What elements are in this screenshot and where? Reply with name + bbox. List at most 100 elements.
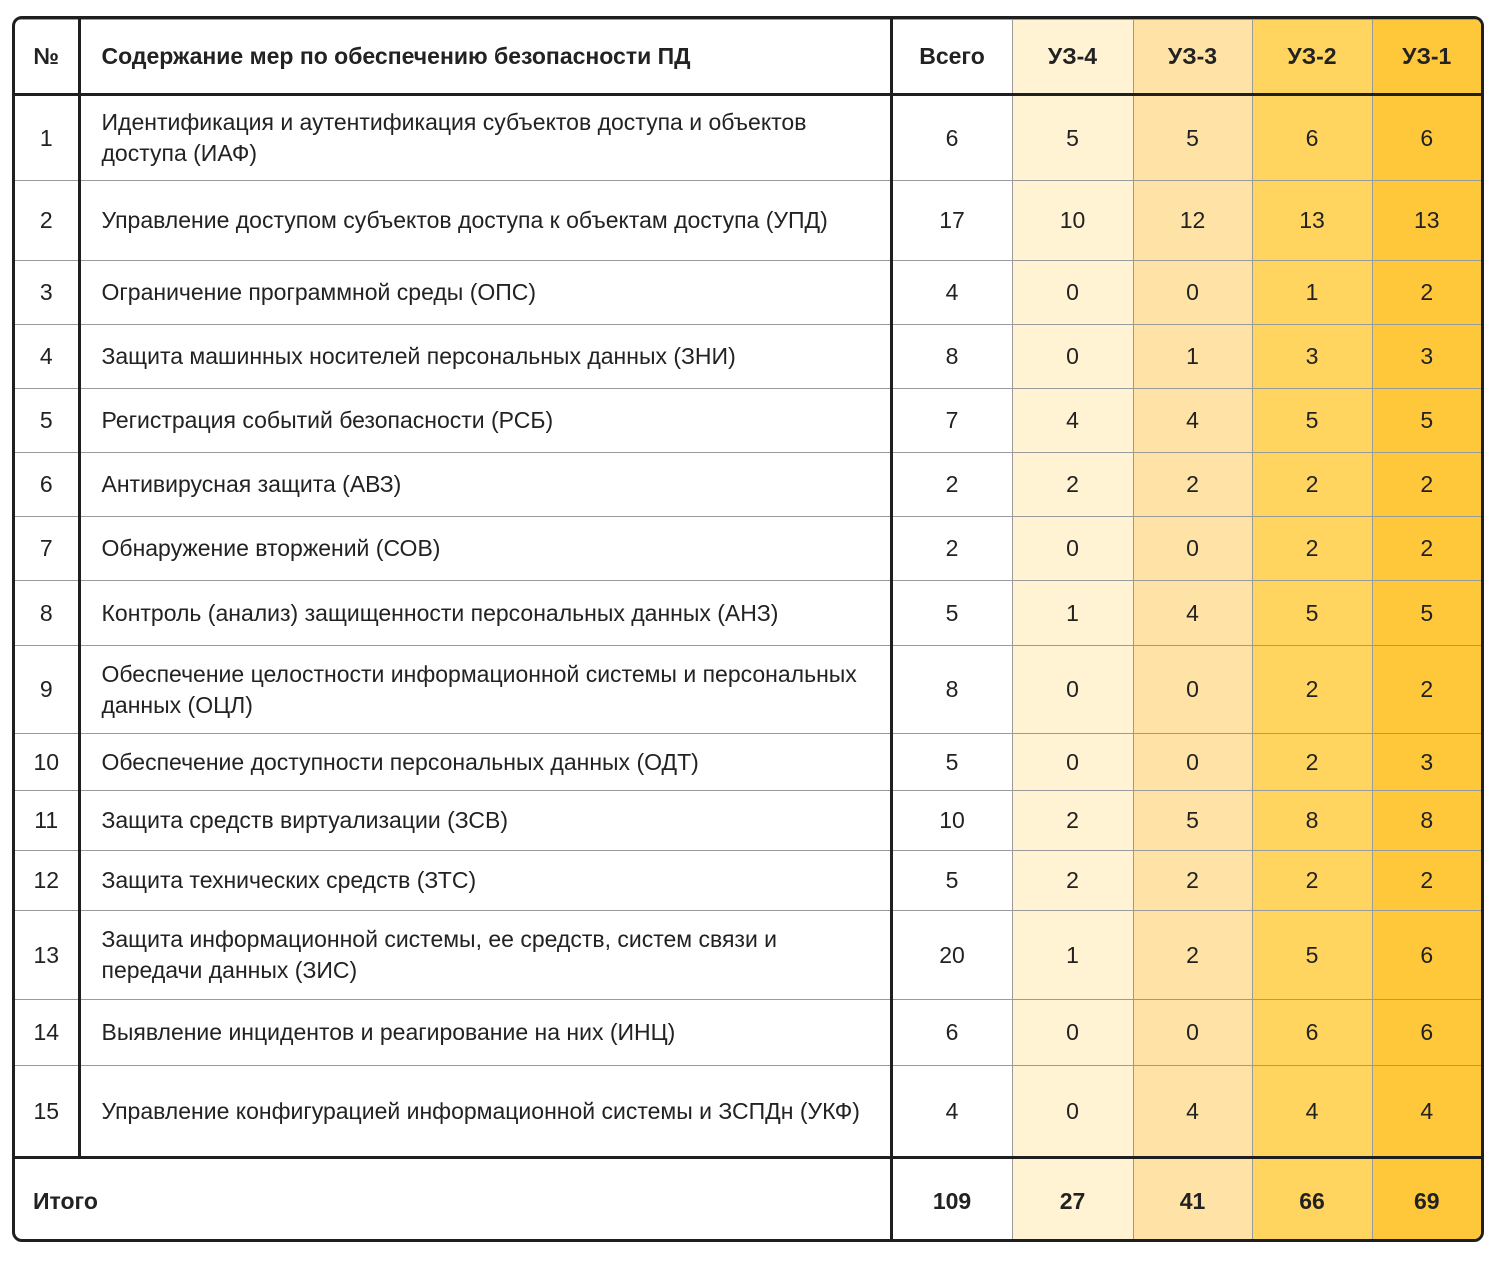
row-number: 1 [15,94,80,181]
row-number: 3 [15,260,80,325]
table-row: 12 Защита технических средств (ЗТС) 5 2 2 2 2 [15,850,1481,911]
header-total: Всего [889,19,1013,96]
row-content: Управление конфигурацией информационной … [77,1065,892,1158]
row-level: 8 [1251,790,1373,851]
row-total: 5 [889,850,1013,911]
measures-table: № Содержание мер по обеспечению безопасно… [15,19,1481,1239]
row-content: Обеспечение целостности информационной с… [77,645,892,734]
row-number: 7 [15,516,80,581]
row-content: Защита технических средств (ЗТС) [77,850,892,911]
row-number: 2 [15,180,80,261]
header-level: УЗ-2 [1251,19,1373,96]
row-total: 17 [889,180,1013,261]
table-row: 4 Защита машинных носителей персональных … [15,324,1481,389]
row-level: 2 [1132,910,1253,1000]
row-level: 3 [1371,324,1481,389]
row-content: Идентификация и аутентификация субъектов… [77,94,892,181]
row-level: 2 [1251,645,1373,734]
row-level: 13 [1371,180,1481,261]
row-content: Защита машинных носителей персональных д… [77,324,892,389]
row-number: 11 [15,790,80,851]
table-row: 10 Обеспечение доступности персональных д… [15,733,1481,791]
row-level: 5 [1251,910,1373,1000]
table-frame: № Содержание мер по обеспечению безопасно… [12,16,1484,1242]
table-row: Итого 109 27 41 66 69 [15,1156,1481,1239]
row-level: 6 [1371,94,1481,181]
row-level: 2 [1371,452,1481,517]
row-level: 0 [1132,516,1253,581]
row-content: Регистрация событий безопасности (РСБ) [77,388,892,453]
row-level: 4 [1132,1065,1253,1158]
row-total: 8 [889,324,1013,389]
table-row: 14 Выявление инцидентов и реагирование на… [15,999,1481,1066]
row-total: 20 [889,910,1013,1000]
header-level: УЗ-1 [1371,19,1481,96]
row-level: 2 [1011,452,1134,517]
row-level: 4 [1132,388,1253,453]
row-level: 6 [1371,910,1481,1000]
row-level: 2 [1371,645,1481,734]
row-level: 2 [1132,850,1253,911]
header-level: УЗ-4 [1011,19,1134,96]
row-content: Антивирусная защита (АВЗ) [77,452,892,517]
row-content: Контроль (анализ) защищенности персональ… [77,580,892,646]
row-level: 0 [1011,645,1134,734]
summary-level: 41 [1132,1156,1253,1239]
summary-label: Итого [15,1156,892,1239]
summary-total: 109 [889,1156,1013,1239]
row-level: 4 [1011,388,1134,453]
row-total: 5 [889,733,1013,791]
row-level: 4 [1132,580,1253,646]
header-level: УЗ-3 [1132,19,1253,96]
table-row: 1 Идентификация и аутентификация субъекто… [15,94,1481,181]
row-level: 10 [1011,180,1134,261]
row-level: 2 [1251,452,1373,517]
row-total: 7 [889,388,1013,453]
row-level: 5 [1011,94,1134,181]
row-content: Защита информационной системы, ее средст… [77,910,892,1000]
row-level: 0 [1011,1065,1134,1158]
row-level: 6 [1251,999,1373,1066]
row-level: 12 [1132,180,1253,261]
summary-level: 27 [1011,1156,1134,1239]
table-row: 8 Контроль (анализ) защищенности персонал… [15,580,1481,646]
row-number: 14 [15,999,80,1066]
row-number: 13 [15,910,80,1000]
row-level: 0 [1132,733,1253,791]
row-number: 12 [15,850,80,911]
row-content: Обнаружение вторжений (СОВ) [77,516,892,581]
row-level: 1 [1011,580,1134,646]
row-level: 5 [1371,388,1481,453]
row-content: Защита средств виртуализации (ЗСВ) [77,790,892,851]
row-content: Управление доступом субъектов доступа к … [77,180,892,261]
row-level: 5 [1251,388,1373,453]
row-number: 5 [15,388,80,453]
row-number: 8 [15,580,80,646]
header-content: Содержание мер по обеспечению безопаснос… [77,19,892,96]
row-level: 2 [1251,850,1373,911]
row-total: 4 [889,1065,1013,1158]
table-row: 11 Защита средств виртуализации (ЗСВ) 10 2 5… [15,790,1481,851]
row-total: 6 [889,999,1013,1066]
row-number: 15 [15,1065,80,1158]
table-row: 6 Антивирусная защита (АВЗ) 2 2 2 2 2 [15,452,1481,517]
row-level: 2 [1371,516,1481,581]
row-level: 5 [1132,790,1253,851]
row-level: 2 [1251,733,1373,791]
row-number: 10 [15,733,80,791]
row-content: Ограничение программной среды (ОПС) [77,260,892,325]
row-level: 1 [1132,324,1253,389]
row-number: 6 [15,452,80,517]
row-level: 0 [1132,999,1253,1066]
row-level: 1 [1251,260,1373,325]
row-level: 6 [1251,94,1373,181]
row-total: 5 [889,580,1013,646]
row-level: 3 [1251,324,1373,389]
row-level: 3 [1371,733,1481,791]
row-level: 2 [1011,790,1134,851]
row-content: Обеспечение доступности персональных дан… [77,733,892,791]
row-level: 2 [1371,850,1481,911]
row-level: 2 [1011,850,1134,911]
row-total: 2 [889,516,1013,581]
